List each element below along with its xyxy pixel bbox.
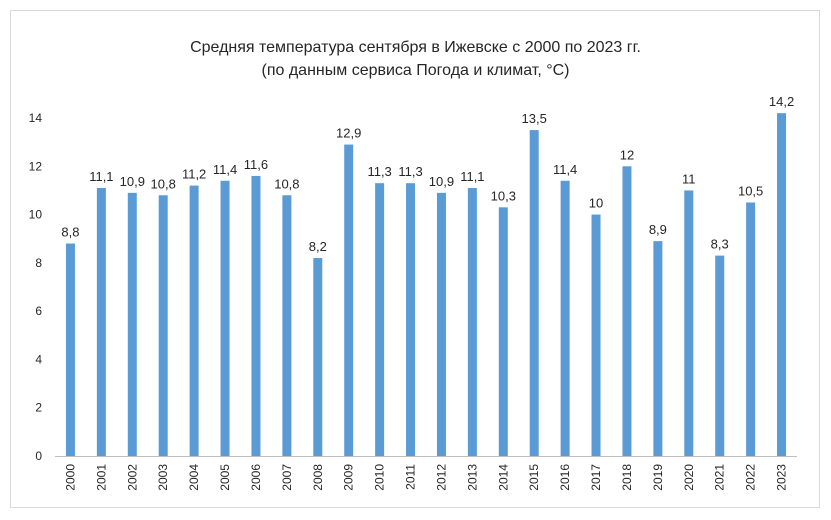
bar-2019 — [653, 241, 663, 456]
chart-title: Средняя температура сентября в Ижевске с… — [190, 39, 641, 56]
data-label-2006: 11,6 — [244, 157, 268, 172]
x-tick-label-2023: 2023 — [775, 464, 789, 491]
x-tick-label-2012: 2012 — [434, 464, 448, 491]
bar-2007 — [282, 195, 292, 456]
y-tick-label: 8 — [35, 256, 42, 270]
bar-2018 — [622, 166, 632, 457]
y-tick-label: 2 — [35, 401, 42, 415]
data-label-2011: 11,3 — [398, 164, 422, 179]
bar-2008 — [313, 258, 323, 456]
x-tick-label-2005: 2005 — [218, 464, 232, 491]
y-axis-tick-labels: 0 2 4 6 8 10 12 14 — [29, 111, 43, 463]
x-tick-label-2021: 2021 — [713, 464, 727, 491]
bar-2004 — [189, 185, 199, 456]
x-tick-label-2013: 2013 — [465, 464, 479, 491]
data-label-2022: 10,5 — [738, 184, 763, 199]
y-tick-label: 14 — [29, 111, 43, 125]
x-tick-label-2016: 2016 — [558, 464, 572, 491]
data-label-2001: 11,1 — [89, 169, 113, 184]
data-label-2002: 10,9 — [120, 174, 145, 189]
bar-2000 — [65, 243, 75, 456]
x-tick-label-2001: 2001 — [94, 464, 108, 491]
x-tick-label-2006: 2006 — [249, 464, 263, 491]
bar-2005 — [220, 180, 230, 456]
data-label-2016: 11,4 — [553, 162, 577, 177]
x-tick-label-2007: 2007 — [280, 464, 294, 491]
x-tick-label-2018: 2018 — [620, 464, 634, 491]
x-tick-label-2000: 2000 — [63, 464, 77, 491]
data-label-2005: 11,4 — [213, 162, 237, 177]
data-label-2010: 11,3 — [367, 164, 391, 179]
bar-2009 — [344, 144, 354, 457]
data-labels: 8,8 11,1 10,9 10,8 11,2 11,4 11,6 10,8 8,2 12,9 11… — [61, 94, 794, 254]
bar-2006 — [251, 175, 261, 456]
y-tick-label: 12 — [29, 159, 43, 173]
data-label-2009: 12,9 — [336, 126, 361, 141]
data-label-2015: 13,5 — [522, 111, 547, 126]
x-axis-tick-labels: 2000 2001 2002 2003 2004 2005 2006 2007 2008 2009… — [63, 464, 788, 491]
y-tick-label: 0 — [35, 449, 42, 463]
bar-2016 — [560, 180, 570, 456]
data-label-2000: 8,8 — [61, 225, 79, 240]
data-label-2017: 10 — [589, 196, 603, 211]
bar-2022 — [746, 202, 756, 456]
bar-2020 — [684, 190, 694, 456]
bar-2023 — [777, 113, 787, 457]
x-tick-label-2020: 2020 — [682, 464, 696, 491]
x-tick-label-2011: 2011 — [404, 464, 418, 490]
data-label-2007: 10,8 — [274, 176, 299, 191]
data-label-2021: 8,3 — [711, 237, 729, 252]
bar-2013 — [467, 188, 477, 456]
bar-2002 — [127, 192, 137, 457]
data-label-2012: 10,9 — [429, 174, 454, 189]
data-label-2008: 8,2 — [309, 239, 327, 254]
data-label-2003: 10,8 — [151, 176, 176, 191]
x-tick-label-2015: 2015 — [527, 464, 541, 491]
y-tick-label: 4 — [35, 352, 42, 366]
bar-2021 — [715, 255, 725, 456]
x-tick-label-2022: 2022 — [744, 464, 758, 491]
x-tick-label-2010: 2010 — [373, 464, 387, 491]
x-tick-label-2004: 2004 — [187, 464, 201, 491]
data-label-2013: 11,1 — [460, 169, 484, 184]
bar-2001 — [96, 188, 106, 456]
bar-2012 — [436, 192, 446, 457]
bar-2011 — [406, 183, 416, 456]
y-tick-label: 6 — [35, 304, 42, 318]
bar-2003 — [158, 195, 168, 456]
data-label-2004: 11,2 — [182, 167, 206, 182]
x-tick-label-2009: 2009 — [342, 464, 356, 491]
data-label-2020: 11 — [682, 171, 696, 186]
data-label-2019: 8,9 — [649, 222, 667, 237]
bar-2014 — [498, 207, 508, 456]
x-tick-label-2019: 2019 — [651, 464, 665, 491]
data-label-2023: 14,2 — [769, 94, 794, 109]
bar-2010 — [375, 183, 385, 456]
bar-2017 — [591, 214, 601, 456]
bars — [65, 113, 787, 457]
x-tick-label-2008: 2008 — [311, 464, 325, 491]
y-tick-label: 10 — [29, 208, 43, 222]
data-label-2014: 10,3 — [491, 188, 516, 203]
data-label-2018: 12 — [620, 147, 634, 162]
bar-2015 — [529, 130, 539, 457]
x-tick-label-2017: 2017 — [589, 464, 603, 491]
x-tick-label-2002: 2002 — [125, 464, 139, 491]
x-tick-label-2003: 2003 — [156, 464, 170, 491]
x-tick-label-2014: 2014 — [496, 464, 510, 491]
chart-subtitle: (по данным сервиса Погода и климат, °C) — [261, 62, 570, 79]
